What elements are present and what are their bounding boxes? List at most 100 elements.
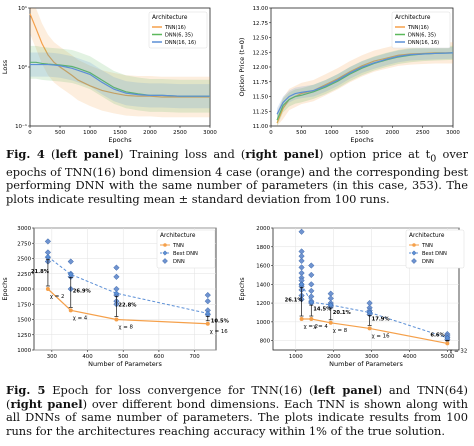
fig5-tnn16-chart: Number of Parameters Epochs 300 400 500 600 70…: [1, 226, 230, 368]
tnn-line: [47, 288, 208, 325]
legend-box: [405, 229, 465, 269]
legend-box: [148, 11, 208, 49]
y-tick-label: 1200: [256, 301, 270, 307]
legend-entry: TNN: [172, 243, 184, 249]
x-tick-label: 3000: [203, 130, 217, 136]
y-tick-label: 10⁻¹: [15, 123, 27, 130]
tnn-point: [328, 320, 333, 325]
chi-label: χ = 2: [304, 324, 319, 330]
y-tick-label: 1600: [256, 264, 270, 270]
y-tick-label: 12.50: [253, 36, 269, 42]
y-axis-label: Epochs: [238, 277, 246, 301]
chi-label: χ = 16: [210, 329, 228, 335]
x-tick-label: 1000: [325, 130, 339, 136]
x-tick-label: 700: [189, 354, 200, 360]
tnn-point: [299, 317, 304, 322]
dnn-point: [308, 281, 315, 288]
x-axis-label: Epochs: [350, 136, 374, 143]
y-tick-label: 11.50: [253, 95, 269, 101]
y-tick-label: 1000: [17, 348, 31, 354]
fig4-label: Fig. 4: [6, 147, 45, 161]
fig4-sub: 0: [430, 153, 437, 165]
dnn-point: [308, 262, 315, 269]
fig5-left-panel: left panel: [313, 383, 378, 397]
best-dnn-point: [68, 271, 74, 278]
best-dnn-point: [45, 253, 51, 260]
dnn-point: [113, 273, 120, 280]
y-tick-label: 1400: [256, 282, 270, 288]
percent-label: 26.1%: [285, 298, 304, 304]
y-tick-label: 13.00: [253, 6, 269, 12]
best-dnn-point: [113, 290, 120, 297]
legend-entry: Best DNN: [173, 251, 198, 257]
y-tick-label: 2500: [17, 257, 31, 263]
percent-label: 21.8%: [31, 269, 50, 275]
fig4-option-price-chart: Epochs Option Price (t=0) 0 500 1000 1500 2000…: [238, 6, 460, 143]
dnn-point: [44, 238, 52, 245]
percent-label: 20.1%: [333, 310, 352, 316]
percent-label: 10.5%: [211, 319, 230, 325]
best-dnn-point: [205, 310, 211, 317]
fig4-text-1: (: [44, 147, 56, 161]
y-tick-label: 1800: [256, 245, 270, 251]
y-tick-label: 10¹: [18, 5, 27, 12]
fig5-label: Fig. 5: [6, 383, 46, 397]
tnn-line: [301, 318, 448, 345]
x-tick-label: 0: [269, 130, 273, 136]
x-tick-label: 300: [47, 354, 58, 360]
chi-label: χ = 4: [313, 324, 328, 330]
legend-marker: [411, 250, 417, 256]
y-tick-label: 10⁰: [18, 64, 27, 71]
y-tick-label: 1500: [17, 318, 31, 324]
fig4-text-4: over epochs of TNN(16) bond dimension 4 …: [6, 147, 468, 207]
series-band: [277, 46, 453, 121]
series-band: [30, 8, 210, 118]
x-tick-label: 400: [82, 354, 93, 360]
legend-entry: DNN: [422, 259, 434, 265]
y-tick-label: 1000: [256, 320, 270, 326]
fig4-loss-chart: Epochs Loss 0 500 1000 1500 2000 2500 3000 10⁻¹ 10…: [1, 5, 217, 143]
y-tick-label: 12.00: [253, 65, 269, 71]
best-dnn-line: [47, 256, 208, 314]
best-dnn-point: [308, 299, 315, 305]
x-tick-label: 2000: [143, 130, 157, 136]
tnn-point: [309, 317, 314, 322]
dnn-point: [298, 228, 305, 235]
legend-box: [391, 11, 451, 49]
series-band: [30, 52, 210, 109]
chi-label: χ = 32: [449, 348, 467, 354]
legend-title: Architecture: [395, 15, 431, 21]
x-tick-label: 0: [28, 130, 32, 136]
y-tick-label: 1750: [17, 302, 31, 308]
fig4-text-2: ) Training loss and (: [118, 147, 246, 161]
dnn-point: [308, 287, 315, 295]
chi-label: χ = 4: [73, 315, 88, 321]
best-dnn-line: [301, 284, 448, 339]
best-dnn-point: [298, 281, 305, 288]
legend-title: Architecture: [152, 15, 188, 21]
percent-label: 6.6%: [430, 333, 445, 339]
x-tick-label: 3000: [365, 354, 379, 360]
legend-entry: Best DNN: [422, 251, 447, 257]
fig5-text-1: Epoch for loss convergence for TNN(16) (: [45, 383, 314, 397]
tnn-point: [205, 321, 210, 326]
dnn-point: [67, 258, 74, 265]
y-tick-label: 2000: [256, 226, 270, 232]
fig4-text-3: ) option price at t: [318, 147, 431, 161]
tnn-point: [114, 317, 119, 322]
legend-entry: DNN(16, 16): [165, 40, 196, 46]
x-tick-label: 1500: [113, 130, 127, 136]
legend-box: [156, 229, 216, 269]
percent-label: 26.9%: [73, 288, 92, 294]
y-tick-label: 2000: [17, 287, 31, 293]
percent-label: 17.9%: [372, 316, 391, 322]
legend-title: Architecture: [160, 233, 196, 239]
series-line: [30, 63, 210, 97]
x-tick-label: 2500: [416, 130, 430, 136]
legend-entry: DNN(6, 35): [408, 33, 436, 39]
best-dnn-point: [366, 309, 373, 316]
legend-entry: DNN: [173, 259, 185, 265]
x-tick-label: 500: [55, 130, 66, 136]
x-tick-label: 2000: [385, 130, 399, 136]
legend-title: Architecture: [409, 233, 445, 239]
